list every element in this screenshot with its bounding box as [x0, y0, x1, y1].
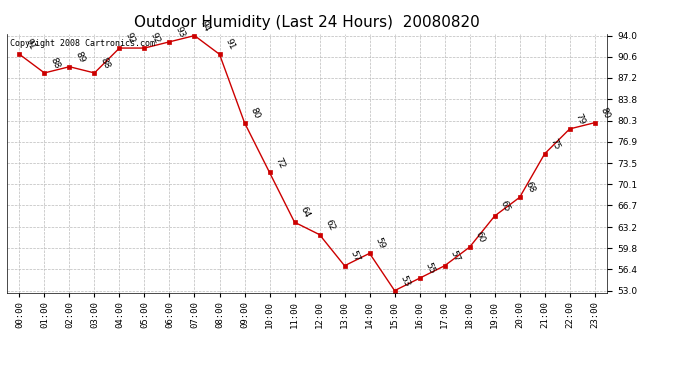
Text: 60: 60 — [474, 230, 487, 244]
Text: 64: 64 — [299, 206, 312, 219]
Text: 57: 57 — [348, 249, 362, 263]
Text: 68: 68 — [524, 180, 537, 195]
Text: 80: 80 — [248, 106, 262, 120]
Text: 57: 57 — [448, 249, 462, 263]
Text: 62: 62 — [324, 218, 337, 232]
Text: 93: 93 — [174, 25, 187, 39]
Text: 92: 92 — [124, 31, 137, 45]
Text: 72: 72 — [274, 156, 286, 170]
Text: 55: 55 — [424, 261, 437, 275]
Text: 75: 75 — [549, 137, 562, 151]
Text: 80: 80 — [599, 106, 612, 120]
Text: Copyright 2008 Cartronics.com: Copyright 2008 Cartronics.com — [10, 39, 155, 48]
Text: 94: 94 — [199, 19, 212, 33]
Text: 92: 92 — [148, 31, 161, 45]
Text: 88: 88 — [48, 56, 61, 70]
Title: Outdoor Humidity (Last 24 Hours)  20080820: Outdoor Humidity (Last 24 Hours) 2008082… — [134, 15, 480, 30]
Text: 89: 89 — [74, 50, 87, 64]
Text: 91: 91 — [224, 37, 237, 51]
Text: 88: 88 — [99, 56, 112, 70]
Text: 53: 53 — [399, 274, 412, 288]
Text: 65: 65 — [499, 199, 512, 213]
Text: 79: 79 — [574, 112, 587, 126]
Text: 91: 91 — [23, 37, 37, 51]
Text: 59: 59 — [374, 236, 387, 250]
